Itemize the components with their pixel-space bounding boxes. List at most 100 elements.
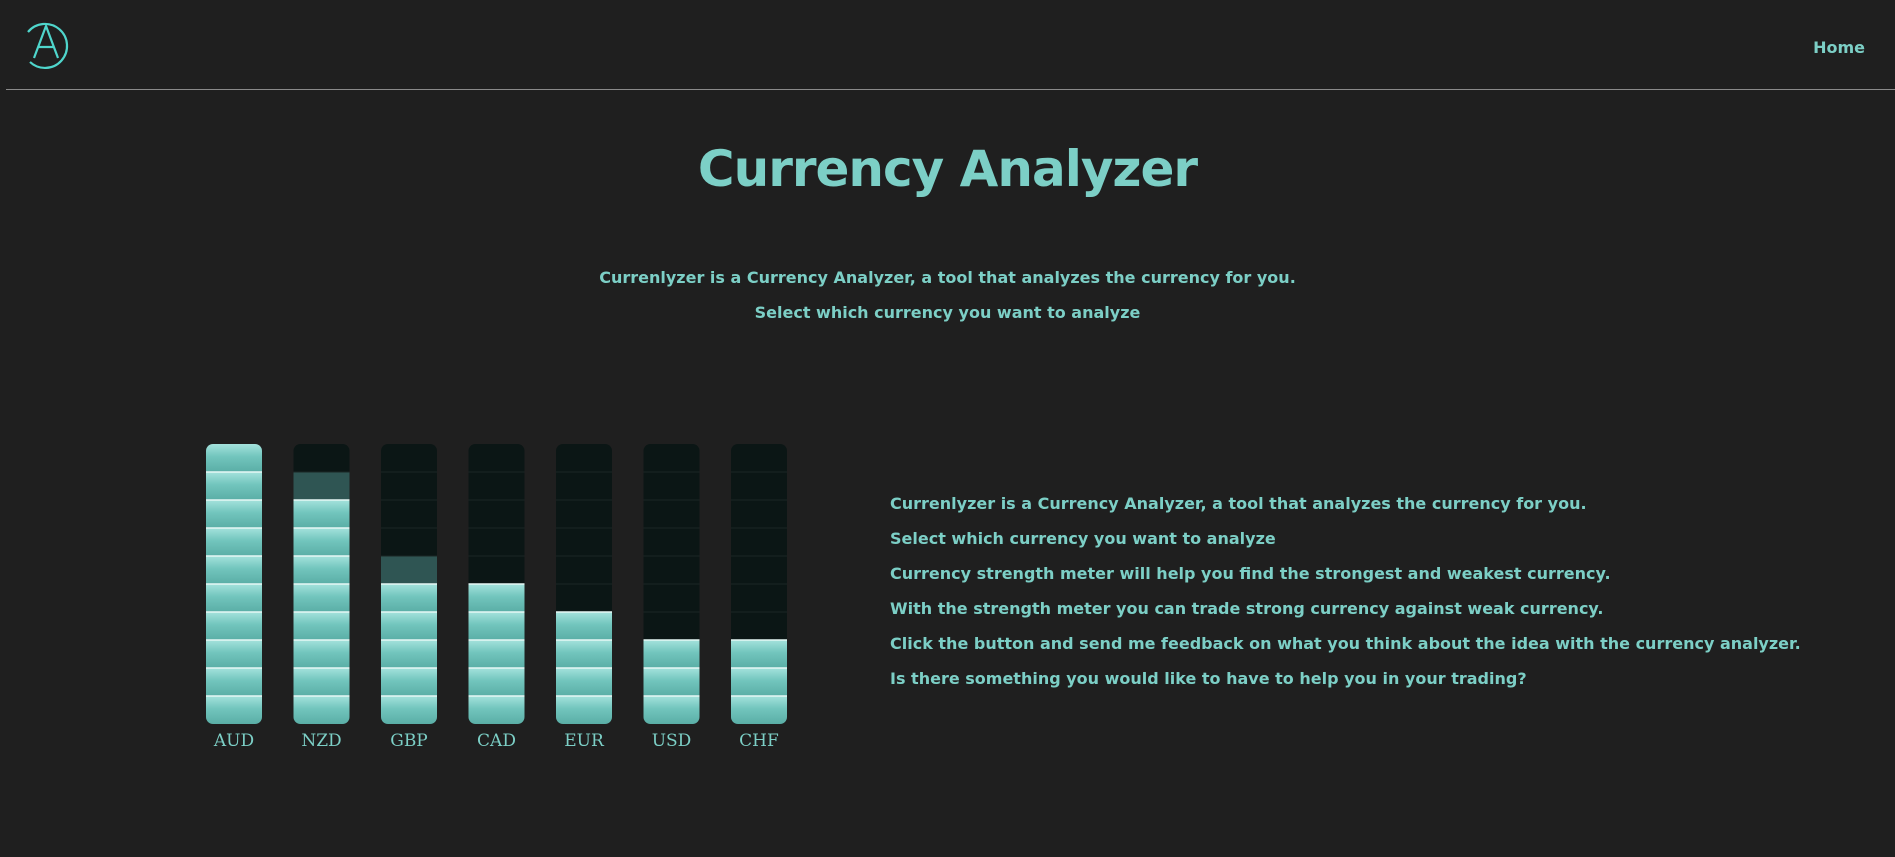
header: Home (0, 0, 1895, 90)
strength-bar-cad[interactable] (468, 444, 525, 724)
strength-segment (468, 696, 525, 724)
info-line: With the strength meter you can trade st… (890, 599, 1604, 618)
info-line: Currency strength meter will help you fi… (890, 564, 1611, 583)
strength-segment (731, 472, 787, 500)
strength-segment (293, 696, 350, 724)
strength-segment (381, 668, 437, 696)
strength-segment (293, 668, 350, 696)
strength-segment (206, 500, 262, 528)
nav-home-link[interactable]: Home (1813, 38, 1865, 57)
intro-text: Currenlyzer is a Currency Analyzer, a to… (0, 268, 1895, 338)
strength-segment (206, 696, 262, 724)
currency-label-usd: USD (651, 731, 692, 751)
currency-strength-meter (206, 444, 787, 726)
strength-meter-chart (206, 444, 787, 724)
strength-segment (468, 444, 525, 472)
strength-segment (206, 640, 262, 668)
strength-segment (731, 696, 787, 724)
strength-segment (293, 612, 350, 640)
currency-label-cad: CAD (477, 731, 516, 751)
info-text: Currenlyzer is a Currency Analyzer, a to… (890, 494, 1801, 704)
strength-segment (468, 584, 525, 612)
strength-segment (206, 584, 262, 612)
strength-segment (643, 668, 700, 696)
strength-segment (731, 444, 787, 472)
strength-segment (206, 472, 262, 500)
strength-segment (468, 612, 525, 640)
currency-label-nzd: NZD (301, 731, 342, 751)
strength-segment (381, 444, 437, 472)
strength-segment (731, 556, 787, 584)
logo[interactable] (20, 18, 72, 70)
strength-segment (293, 500, 350, 528)
strength-segment (468, 528, 525, 556)
strength-segment (556, 472, 612, 500)
strength-segment (556, 668, 612, 696)
strength-segment (381, 500, 437, 528)
strength-segment (731, 640, 787, 668)
info-line: Select which currency you want to analyz… (890, 529, 1276, 548)
strength-bar-usd[interactable] (643, 444, 700, 724)
strength-segment (381, 528, 437, 556)
strength-segment (206, 668, 262, 696)
strength-segment (731, 584, 787, 612)
strength-bar-gbp[interactable] (381, 444, 437, 724)
strength-segment (381, 612, 437, 640)
strength-segment (556, 696, 612, 724)
strength-segment (293, 584, 350, 612)
info-line: Currenlyzer is a Currency Analyzer, a to… (890, 494, 1587, 513)
strength-segment (556, 556, 612, 584)
strength-segment (206, 612, 262, 640)
strength-segment (381, 696, 437, 724)
strength-segment (731, 528, 787, 556)
strength-segment (731, 668, 787, 696)
strength-segment (468, 640, 525, 668)
strength-segment (643, 472, 700, 500)
strength-segment (468, 668, 525, 696)
currency-label-aud: AUD (213, 731, 255, 751)
strength-segment (293, 472, 350, 500)
strength-bar-nzd[interactable] (293, 444, 350, 724)
intro-line: Currenlyzer is a Currency Analyzer, a to… (599, 268, 1296, 287)
strength-segment (381, 472, 437, 500)
strength-segment (556, 444, 612, 472)
strength-segment (556, 612, 612, 640)
strength-segment (293, 640, 350, 668)
strength-segment (643, 584, 700, 612)
strength-segment (206, 444, 262, 472)
strength-segment (206, 528, 262, 556)
strength-segment (731, 612, 787, 640)
intro-line: Select which currency you want to analyz… (754, 303, 1141, 322)
letter-a-circle-icon (27, 22, 69, 70)
strength-segment (293, 528, 350, 556)
strength-segment (293, 444, 350, 472)
strength-bar-chf[interactable] (731, 444, 787, 724)
strength-segment (556, 528, 612, 556)
strength-segment (643, 444, 700, 472)
strength-segment (293, 556, 350, 584)
strength-segment (206, 556, 262, 584)
strength-segment (381, 556, 437, 584)
strength-segment (643, 696, 700, 724)
strength-bar-aud[interactable] (206, 444, 262, 724)
strength-segment (468, 500, 525, 528)
strength-segment (643, 640, 700, 668)
strength-segment (468, 556, 525, 584)
strength-segment (731, 500, 787, 528)
strength-segment (556, 640, 612, 668)
page-title: Currency Analyzer (697, 140, 1198, 198)
currency-label-chf: CHF (739, 731, 779, 751)
strength-segment (468, 472, 525, 500)
strength-segment (381, 640, 437, 668)
strength-segment (643, 612, 700, 640)
currency-label-eur: EUR (564, 731, 604, 751)
strength-bar-eur[interactable] (556, 444, 612, 724)
info-line: Is there something you would like to hav… (890, 669, 1527, 688)
strength-segment (556, 500, 612, 528)
strength-segment (643, 556, 700, 584)
info-line: Click the button and send me feedback on… (890, 634, 1801, 653)
currency-labels: AUD NZD GBP CAD EUR USD CHF (206, 731, 786, 753)
header-divider (6, 89, 1895, 90)
currency-label-gbp: GBP (390, 731, 428, 751)
strength-segment (381, 584, 437, 612)
